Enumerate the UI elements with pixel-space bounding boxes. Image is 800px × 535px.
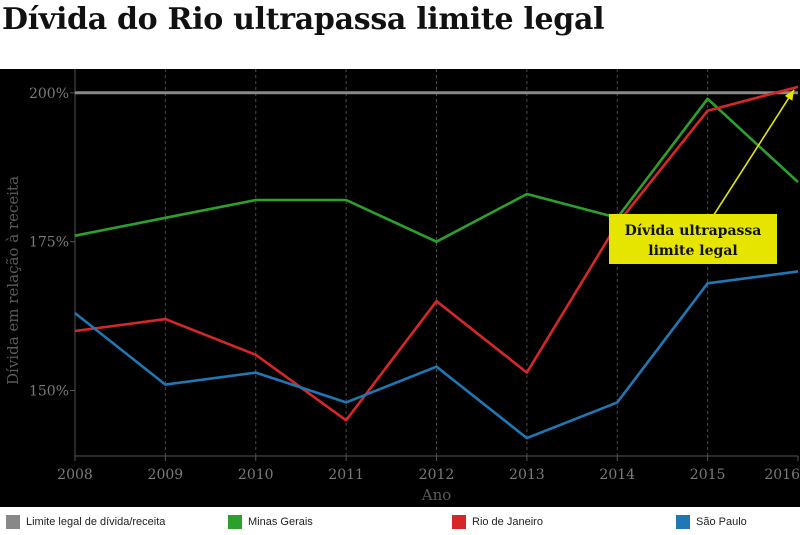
legend-swatch-minas-gerais bbox=[228, 515, 242, 529]
legend-label-limite: Limite legal de dívida/receita bbox=[26, 516, 166, 528]
annotation-box bbox=[609, 214, 777, 264]
annotation-arrowhead bbox=[784, 89, 794, 101]
x-axis-label: Ano bbox=[421, 486, 452, 504]
legend-label-minas-gerais: Minas Gerais bbox=[248, 516, 313, 528]
annotation-text-line1: Dívida ultrapassa bbox=[625, 223, 762, 239]
y-tick-label-150%: 150% bbox=[29, 384, 69, 400]
legend-swatch-limite bbox=[6, 515, 20, 529]
annotation-arrow-line bbox=[697, 89, 795, 240]
chart-title: Dívida do Rio ultrapassa limite legal bbox=[2, 2, 605, 37]
x-tick-label-2011: 2011 bbox=[328, 467, 364, 483]
legend-swatch-sao-paulo bbox=[676, 515, 690, 529]
legend: Limite legal de dívida/receita Minas Ger… bbox=[0, 507, 800, 535]
legend-item-limite[interactable]: Limite legal de dívida/receita bbox=[6, 515, 165, 529]
legend-item-minas-gerais[interactable]: Minas Gerais bbox=[228, 515, 313, 529]
line-chart: 150% 175% 200% 2008 2009 2010 2011 2012 2013 201… bbox=[4, 69, 800, 504]
legend-swatch-rio-de-janeiro bbox=[452, 515, 466, 529]
x-tick-label-2016: 2016 bbox=[764, 467, 800, 483]
y-tick-label-200%: 200% bbox=[29, 86, 69, 102]
series-line-rio-de-janeiro bbox=[74, 85, 799, 422]
chart-area: 150% 175% 200% 2008 2009 2010 2011 2012 2013 201… bbox=[0, 69, 800, 507]
y-tick-label-175%: 175% bbox=[29, 235, 69, 251]
y-axis-label: Dívida em relação à receita bbox=[4, 176, 22, 385]
annotation: Dívida ultrapassa limite legal bbox=[609, 89, 795, 264]
x-tick-label-2013: 2013 bbox=[509, 467, 545, 483]
x-tick-label-2010: 2010 bbox=[238, 467, 274, 483]
x-tick-label-2015: 2015 bbox=[690, 467, 726, 483]
x-tick-label-2014: 2014 bbox=[599, 467, 635, 483]
legend-label-sao-paulo: São Paulo bbox=[696, 516, 747, 528]
legend-label-rio-de-janeiro: Rio de Janeiro bbox=[472, 516, 543, 528]
y-ticks: 150% 175% 200% bbox=[29, 86, 75, 400]
legend-item-sao-paulo[interactable]: São Paulo bbox=[676, 515, 747, 529]
x-tick-label-2012: 2012 bbox=[419, 467, 455, 483]
x-tick-label-2009: 2009 bbox=[148, 467, 184, 483]
legend-item-rio-de-janeiro[interactable]: Rio de Janeiro bbox=[452, 515, 543, 529]
series-line-minas-gerais bbox=[74, 97, 799, 243]
x-tick-label-2008: 2008 bbox=[57, 467, 93, 483]
series-line-sao-paulo bbox=[74, 270, 799, 440]
x-ticks: 2008 2009 2010 2011 2012 2013 2014 2015 2016 bbox=[57, 456, 800, 483]
annotation-text-line2: limite legal bbox=[648, 243, 737, 259]
series-lines bbox=[74, 85, 799, 440]
